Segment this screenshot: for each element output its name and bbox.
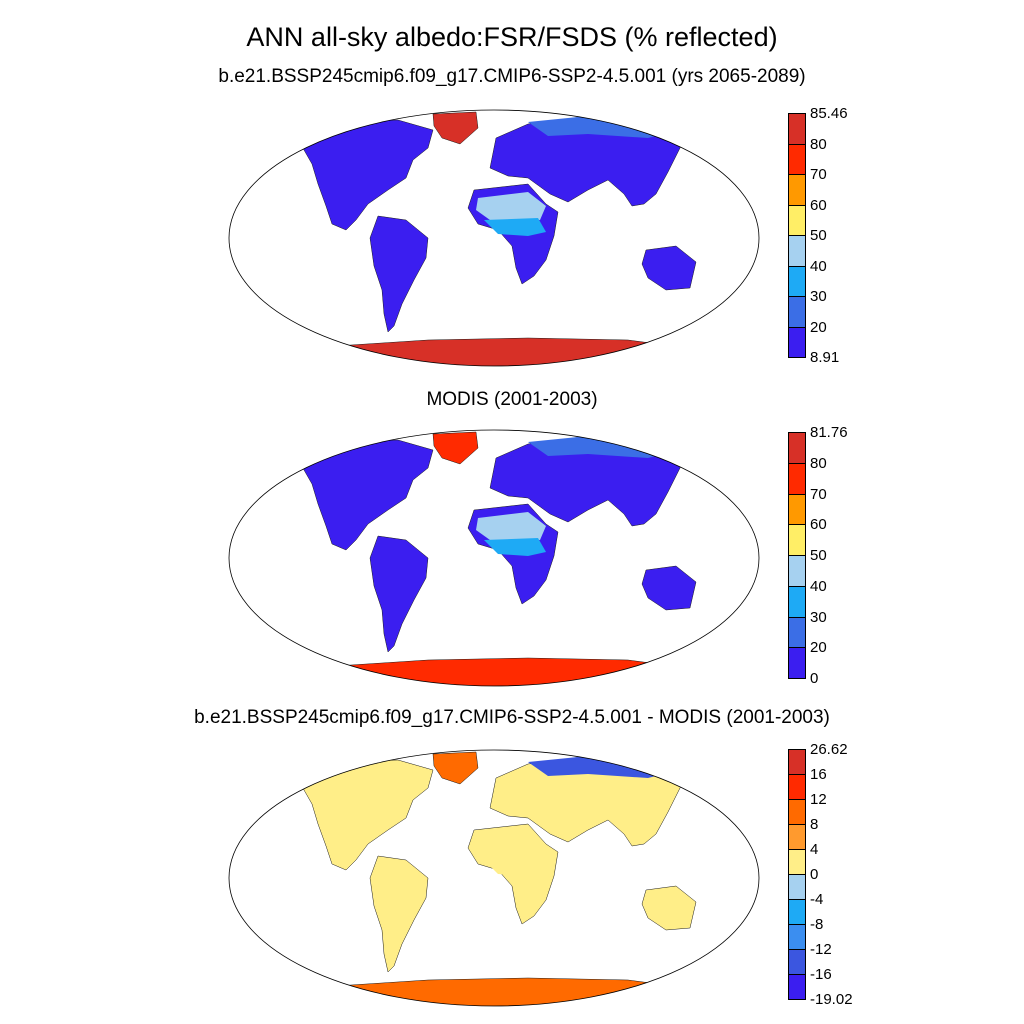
colorbar-tick-label: 85.46 (810, 105, 848, 122)
panel-2-subtitle: MODIS (2001-2003) (426, 389, 598, 410)
sahel-region (484, 218, 546, 236)
colorbar-swatch (788, 462, 806, 495)
colorbar-tick-label: 70 (810, 485, 827, 503)
panel-2-colorbar: 81.76 80 70 60 50 40 30 20 0 (788, 425, 868, 686)
map-outline (228, 429, 760, 687)
colorbar-swatch (788, 296, 806, 328)
map-outline (228, 749, 760, 1007)
colorbar-tick-label: 80 (810, 454, 827, 472)
colorbar-tick-label: -12 (810, 941, 832, 958)
panel-1-map (228, 109, 760, 367)
colorbar-swatch (788, 874, 806, 900)
sahara-region (476, 512, 546, 540)
greenland-region (432, 431, 479, 465)
colorbar-tick-label: 40 (810, 577, 827, 595)
panel-3-map (228, 749, 760, 1007)
colorbar-swatch (788, 432, 806, 464)
map-land-group (297, 111, 697, 366)
colorbar-swatch (788, 899, 806, 925)
colorbar-tick-label: 12 (810, 791, 827, 808)
colorbar-swatch (788, 265, 806, 297)
panel-3-subtitle: b.e21.BSSP245cmip6.f09_g17.CMIP6-SSP2-4.… (194, 707, 830, 728)
antarctica-region (327, 657, 689, 686)
colorbar-tick-label: 60 (810, 516, 827, 534)
colorbar-tick-label: 20 (810, 318, 827, 336)
colorbar-swatch (788, 824, 806, 850)
colorbar-tick-label: 4 (810, 841, 819, 858)
colorbar-tick-label: 20 (810, 639, 827, 657)
colorbar-tick-label: 0 (810, 866, 819, 883)
colorbar-swatch (788, 774, 806, 800)
colorbar-tick-label: -16 (810, 966, 832, 983)
antarctica-region (327, 337, 689, 366)
colorbar-tick-label: 80 (810, 135, 827, 153)
colorbar-swatch (788, 849, 806, 875)
colorbar-tick-label: 0 (810, 670, 819, 687)
colorbar-swatch (788, 949, 806, 975)
colorbar-swatch (788, 647, 806, 679)
antarctica-region (327, 977, 689, 1006)
colorbar-swatch (788, 924, 806, 950)
colorbar-tick-label: 50 (810, 227, 827, 244)
panel-2-map (228, 429, 760, 687)
colorbar-tick-label: 50 (810, 547, 827, 564)
colorbar-swatch (788, 524, 806, 556)
colorbar-swatch (788, 555, 806, 587)
colorbar-swatch (788, 585, 806, 618)
north-america-region (297, 439, 434, 551)
colorbar-swatch (788, 143, 806, 175)
sahel-region (484, 538, 546, 556)
colorbar-swatch (788, 493, 806, 526)
colorbar-swatch (788, 974, 806, 1000)
map-land-group (297, 751, 697, 1006)
colorbar-swatch (788, 235, 806, 267)
colorbar-tick-label: -8 (810, 916, 824, 933)
map-outline (228, 109, 760, 367)
colorbar-swatch (788, 174, 806, 206)
panel-1-subtitle: b.e21.BSSP245cmip6.f09_g17.CMIP6-SSP2-4.… (218, 66, 806, 87)
arctic-region (528, 436, 680, 458)
sahara-region (476, 192, 546, 220)
map-land-group (297, 431, 697, 686)
colorbar-tick-label: 40 (810, 257, 827, 275)
colorbar-swatch (788, 799, 806, 825)
greenland-region (432, 111, 479, 145)
colorbar-swatch (788, 749, 806, 775)
south-america-region (369, 535, 429, 653)
colorbar-tick-label: 26.62 (810, 741, 848, 758)
colorbar-swatch (788, 204, 806, 236)
colorbar-swatch (788, 326, 806, 358)
colorbar-tick-label: 8.91 (810, 349, 840, 366)
arctic-region (528, 116, 680, 138)
panel-3-colorbar: 26.62 16 12 8 4 0 -4 -8 -12 -16 -19.02 (788, 742, 868, 1007)
north-america-region (297, 119, 434, 231)
colorbar-tick-label: 60 (810, 196, 827, 214)
colorbar-swatch (788, 113, 806, 145)
australia-region (641, 565, 697, 611)
south-america-region (369, 855, 429, 973)
figure-title: ANN all-sky albedo:FSR/FSDS (% reflected… (246, 22, 778, 52)
australia-region (641, 245, 697, 291)
south-america-region (369, 215, 429, 333)
sahel-region (484, 858, 546, 876)
colorbar-tick-label: 8 (810, 816, 819, 833)
colorbar-tick-label: -4 (810, 891, 824, 908)
sahara-region (476, 832, 546, 860)
australia-region (641, 885, 697, 931)
colorbar-tick-label: 16 (810, 766, 827, 783)
colorbar-tick-label: 70 (810, 166, 827, 183)
panel-1-colorbar: 85.46 80 70 60 50 40 30 20 8.91 (788, 106, 868, 365)
greenland-region (432, 751, 479, 785)
arctic-region (528, 756, 680, 778)
colorbar-tick-label: 30 (810, 288, 827, 305)
colorbar-tick-label: 81.76 (810, 424, 848, 441)
colorbar-swatch (788, 616, 806, 649)
north-america-region (297, 759, 434, 871)
colorbar-tick-label: -19.02 (810, 991, 853, 1008)
colorbar-tick-label: 30 (810, 608, 827, 626)
